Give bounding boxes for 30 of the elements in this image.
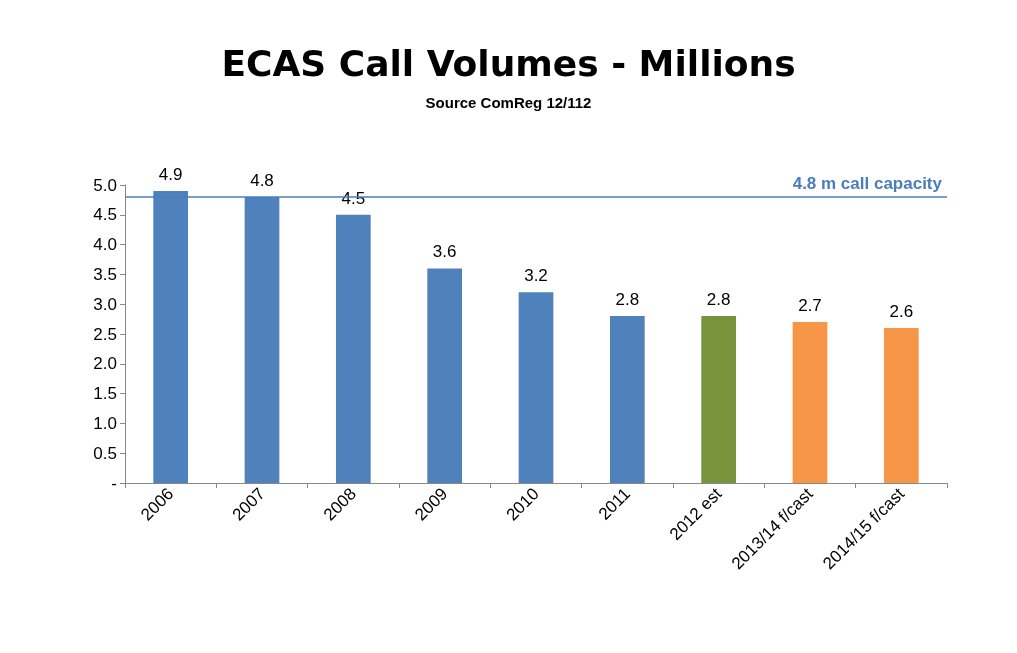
data-label: 3.6	[432, 242, 457, 262]
y-tick-label: 4.5	[93, 205, 117, 225]
bar	[518, 292, 554, 483]
bar	[335, 214, 371, 483]
data-label: 2.8	[615, 290, 640, 310]
y-tick-label: 1.0	[93, 413, 117, 433]
y-tick-label: 3.5	[93, 264, 117, 284]
data-label: 4.8	[250, 170, 274, 190]
y-tick-label: 3.0	[93, 294, 117, 314]
chart-title: ECAS Call Volumes - Millions	[221, 42, 796, 84]
y-tick-label: 2.5	[93, 324, 117, 344]
bar	[883, 328, 919, 483]
y-tick-label: 2.0	[93, 354, 117, 374]
data-label: 2.6	[889, 302, 914, 322]
data-label: 2.7	[798, 296, 822, 316]
bar	[701, 316, 737, 483]
bar	[792, 322, 828, 483]
ref-line-label: 4.8 m call capacity	[792, 173, 943, 193]
y-tick-label: 0.5	[93, 443, 117, 463]
chart-subtitle: Source ComReg 12/112	[425, 94, 592, 111]
data-label: 3.2	[524, 266, 548, 286]
bar	[609, 316, 645, 483]
y-tick-label: 1.5	[93, 384, 117, 404]
data-label: 4.5	[341, 188, 366, 208]
y-tick-label: -	[111, 473, 117, 493]
data-label: 2.8	[706, 290, 731, 310]
y-tick-label: 4.0	[93, 235, 117, 255]
data-label: 4.9	[158, 164, 183, 184]
bar	[427, 268, 463, 483]
y-tick-label: 5.0	[93, 175, 117, 195]
